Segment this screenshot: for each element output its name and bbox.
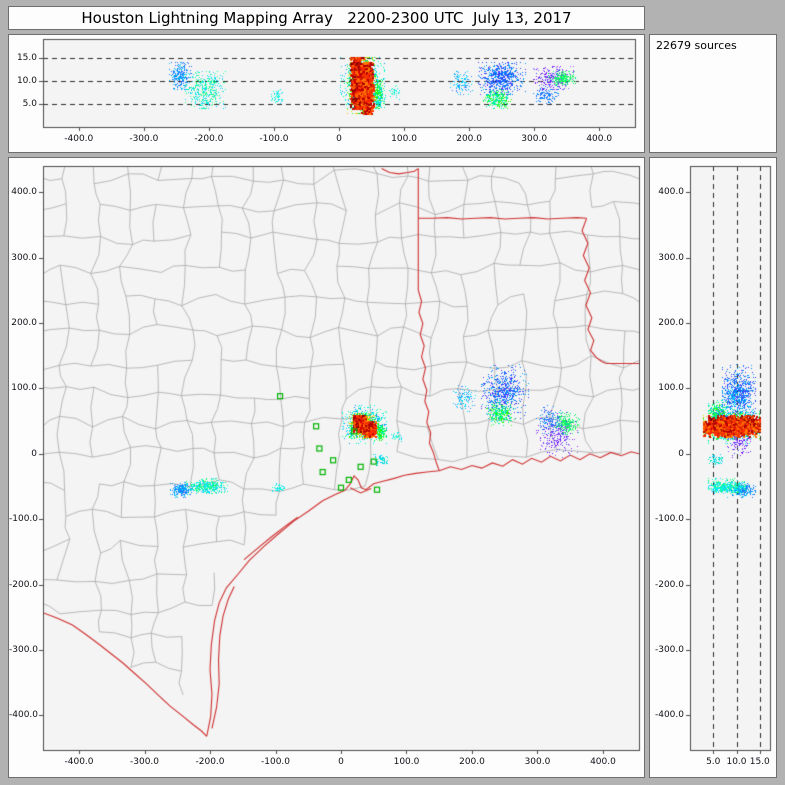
tick-label: -400.0	[654, 710, 684, 721]
altitude-vs-ew-panel: -400.0 -300.0 -200.0 -100.0 0 100.0 200.0 300.0…	[8, 34, 645, 153]
tick-label: 300.0	[521, 134, 548, 144]
tick-label: 10.0	[16, 75, 37, 86]
tick-label: 400.0	[11, 187, 37, 198]
ns-altitude-canvas[interactable]	[650, 158, 776, 777]
tick-label: -200.0	[654, 579, 684, 590]
tick-label: -300.0	[654, 644, 684, 655]
tick-label: 15.0	[16, 52, 37, 63]
tick-label: 15.0	[749, 757, 770, 767]
tick-label: -100.0	[654, 514, 684, 525]
tick-label: 300.0	[524, 757, 551, 767]
tick-label: -400.0	[64, 757, 94, 767]
altitude-vs-ns-panel: 5.0 10.0 15.0 400.0 300.0 200.0 100.0 0 -100.0 -2…	[649, 157, 777, 778]
tick-label: -200.0	[195, 757, 225, 767]
tick-label: 200.0	[459, 757, 485, 767]
tick-label: 100.0	[391, 134, 417, 144]
tick-label: -200.0	[9, 579, 39, 590]
ew-altitude-canvas[interactable]	[9, 35, 644, 152]
tick-label: -300.0	[130, 757, 160, 767]
tick-label: 10.0	[726, 757, 747, 767]
tick-label: -400.0	[9, 710, 39, 721]
plan-view-map-canvas[interactable]	[9, 158, 644, 777]
sources-count: 22679 sources	[656, 39, 737, 52]
tick-label: 5.0	[706, 757, 721, 767]
tick-label: 400.0	[658, 187, 684, 198]
tick-label: 0	[678, 448, 684, 459]
tick-label: 100.0	[658, 383, 684, 394]
tick-label: -200.0	[194, 134, 224, 144]
page-title: Houston Lightning Mapping Array 2200-230…	[81, 9, 572, 27]
tick-label: -100.0	[9, 514, 39, 525]
tick-label: -300.0	[129, 134, 159, 144]
tick-label: 0	[31, 448, 37, 459]
tick-label: 200.0	[658, 317, 684, 328]
tick-label: 100.0	[393, 757, 420, 767]
tick-label: 200.0	[11, 317, 37, 328]
tick-label: -100.0	[259, 134, 289, 144]
sources-panel: 22679 sources	[649, 34, 777, 153]
tick-label: 400.0	[586, 134, 613, 144]
tick-label: 0	[338, 757, 344, 767]
tick-label: 300.0	[658, 252, 684, 263]
tick-label: 100.0	[11, 383, 37, 394]
tick-label: 0	[336, 134, 342, 144]
plan-view-map-panel: -400.0 -300.0 -200.0 -100.0 0 100.0 200.0 300.0…	[8, 157, 645, 778]
tick-label: 300.0	[11, 252, 37, 263]
tick-label: -300.0	[9, 644, 39, 655]
tick-label: 200.0	[456, 134, 482, 144]
tick-label: -400.0	[64, 134, 94, 144]
tick-label: 400.0	[590, 757, 616, 767]
title-bar: Houston Lightning Mapping Array 2200-230…	[8, 6, 645, 30]
tick-label: -100.0	[260, 757, 291, 767]
tick-label: 5.0	[22, 98, 37, 109]
